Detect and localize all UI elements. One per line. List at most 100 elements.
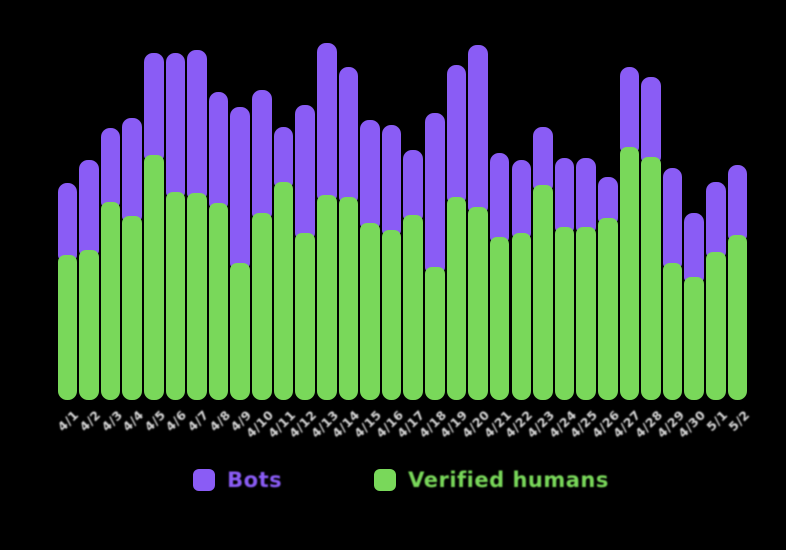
- verified-humans-segment: [165, 192, 186, 400]
- verified-humans-segment: [554, 227, 575, 400]
- bots-segment: [425, 113, 445, 274]
- bots-segment: [489, 153, 510, 244]
- bots-segment: [230, 107, 251, 270]
- bots-segment: [446, 65, 467, 204]
- verified-humans-segment: [446, 197, 467, 400]
- legend-item-verified-humans: Verified humans: [374, 468, 609, 492]
- bar-4/11: [273, 127, 294, 400]
- bots-segment: [252, 90, 272, 220]
- verified-humans-segment: [489, 237, 510, 400]
- bar-4/13: [316, 43, 337, 400]
- bar-4/7: [187, 50, 207, 400]
- bar-4/20: [468, 45, 488, 400]
- bots-segment: [57, 183, 78, 262]
- bar-4/1: [57, 183, 78, 400]
- bots-segment: [619, 67, 640, 154]
- verified-humans-segment: [122, 216, 142, 400]
- verified-humans-segment: [208, 203, 229, 400]
- bar-4/23: [533, 127, 553, 400]
- verified-humans-segment: [316, 195, 337, 400]
- legend: Bots Verified humans: [8, 468, 786, 492]
- bots-segment: [338, 67, 359, 204]
- bots-segment: [187, 50, 207, 200]
- bar-4/19: [446, 65, 467, 400]
- bots-segment: [143, 53, 164, 162]
- bots-segment: [554, 158, 575, 234]
- bots-segment: [576, 158, 596, 234]
- bots-segment: [295, 105, 315, 240]
- verified-humans-segment: [403, 215, 423, 400]
- verified-humans-segment: [619, 147, 640, 400]
- bots-segment: [79, 160, 99, 257]
- bots-segment: [468, 45, 488, 214]
- bar-4/25: [576, 158, 596, 400]
- verified-humans-segment: [230, 263, 251, 400]
- verified-humans-segment: [381, 230, 402, 400]
- verified-humans-segment: [57, 255, 78, 400]
- verified-humans-segment: [727, 235, 748, 400]
- bar-4/29: [662, 168, 683, 400]
- verified-humans-segment: [533, 185, 553, 400]
- bots-segment: [273, 127, 294, 189]
- bar-4/14: [338, 67, 359, 400]
- verified-humans-segment: [187, 193, 207, 400]
- verified-humans-segment: [360, 223, 380, 400]
- verified-humans-segment: [143, 155, 164, 400]
- bar-4/5: [143, 53, 164, 400]
- bar-4/18: [425, 113, 445, 400]
- bots-segment: [598, 177, 618, 225]
- bar-4/17: [403, 150, 423, 400]
- bar-4/8: [208, 92, 229, 400]
- bar-5/1: [706, 182, 726, 400]
- bar-4/4: [122, 118, 142, 400]
- verified-humans-segment: [706, 252, 726, 400]
- bar-4/2: [79, 160, 99, 400]
- bar-4/16: [381, 125, 402, 400]
- verified-humans-segment: [684, 277, 705, 400]
- bots-segment: [100, 128, 121, 209]
- bots-segment: [662, 168, 683, 270]
- bots-segment: [727, 165, 748, 242]
- verified-humans-segment: [598, 218, 618, 400]
- bots-segment: [122, 118, 142, 223]
- verified-humans-segment: [100, 202, 121, 400]
- bots-segment: [641, 77, 661, 164]
- bots-segment: [316, 43, 337, 202]
- legend-label-bots: Bots: [227, 468, 283, 492]
- bar-4/26: [598, 177, 618, 400]
- bots-segment: [684, 213, 705, 284]
- verified-humans-segment: [79, 250, 99, 400]
- bar-4/24: [554, 158, 575, 400]
- verified-humans-segment: [273, 182, 294, 400]
- bots-swatch-icon: [193, 469, 216, 491]
- verified-humans-segment: [662, 263, 683, 400]
- verified-humans-segment: [425, 267, 445, 400]
- verified-humans-segment: [511, 233, 532, 400]
- verified-humans-segment: [576, 227, 596, 400]
- bots-segment: [511, 160, 532, 240]
- bar-4/9: [230, 107, 251, 400]
- bar-4/15: [360, 120, 380, 400]
- bots-segment: [706, 182, 726, 259]
- bar-4/28: [641, 77, 661, 400]
- bar-4/30: [684, 213, 705, 400]
- bots-segment: [208, 92, 229, 210]
- verified-humans-swatch-icon: [374, 469, 397, 491]
- verified-humans-segment: [295, 233, 315, 400]
- verified-humans-segment: [338, 197, 359, 400]
- verified-humans-segment: [641, 157, 661, 400]
- bar-4/3: [100, 128, 121, 400]
- legend-item-bots: Bots: [193, 468, 282, 492]
- legend-label-verified-humans: Verified humans: [408, 468, 609, 492]
- bar-4/27: [619, 67, 640, 400]
- bar-4/12: [295, 105, 315, 400]
- verified-humans-segment: [468, 207, 488, 400]
- bar-4/6: [165, 53, 186, 400]
- bots-segment: [360, 120, 380, 230]
- bots-segment: [165, 53, 186, 199]
- bar-4/22: [511, 160, 532, 400]
- bar-4/10: [252, 90, 272, 400]
- bots-segment: [403, 150, 423, 222]
